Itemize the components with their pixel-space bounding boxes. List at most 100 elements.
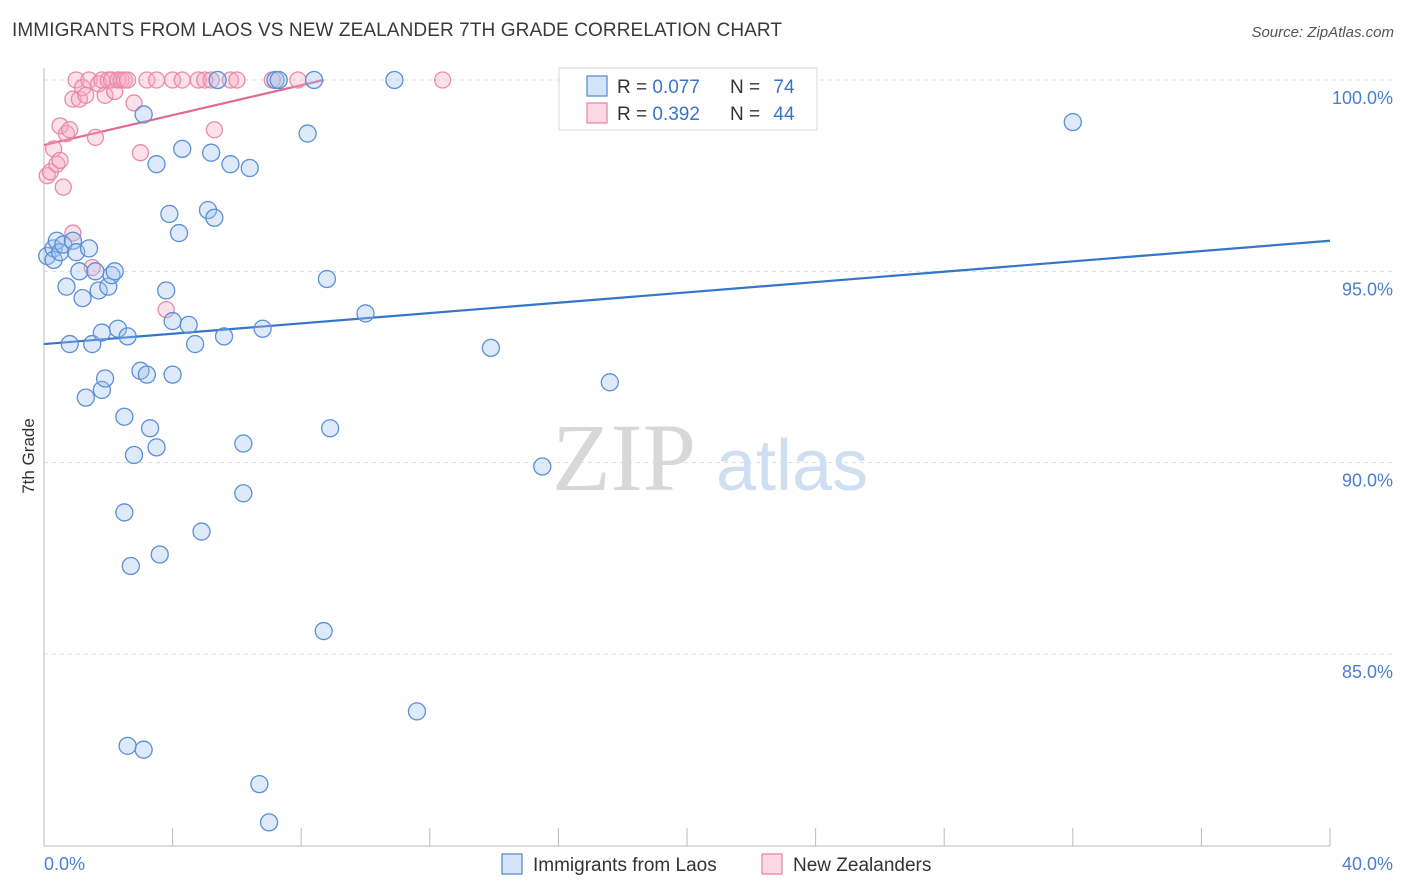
point-immigrants-from-laos xyxy=(234,434,253,453)
point-new-zealanders xyxy=(157,300,175,319)
x-tick-label: 40.0% xyxy=(1342,854,1393,874)
stats-legend: R = 0.077 N = 74 R = 0.392 N = 44 xyxy=(558,67,818,131)
watermark: ZIP atlas xyxy=(552,404,868,511)
point-immigrants-from-laos xyxy=(202,143,221,162)
point-immigrants-from-laos xyxy=(118,736,137,755)
point-immigrants-from-laos xyxy=(169,223,189,243)
point-immigrants-from-laos xyxy=(160,204,179,224)
legend-r-label-blue: R = xyxy=(617,77,652,98)
point-immigrants-from-laos xyxy=(115,503,134,522)
point-immigrants-from-laos xyxy=(173,139,192,159)
series-legend-label-blue: Immigrants from Laos xyxy=(533,855,717,876)
point-immigrants-from-laos xyxy=(95,369,115,388)
point-immigrants-from-laos xyxy=(234,484,253,503)
point-new-zealanders xyxy=(289,71,307,89)
y-tick-labels: 100.0% 95.0% 90.0% 85.0% xyxy=(1332,88,1393,682)
point-immigrants-from-laos xyxy=(70,262,89,281)
point-immigrants-from-laos xyxy=(92,380,112,400)
point-immigrants-from-laos xyxy=(86,262,105,281)
point-immigrants-from-laos xyxy=(73,288,92,308)
point-immigrants-from-laos xyxy=(269,70,288,90)
point-immigrants-from-laos xyxy=(121,556,140,576)
point-immigrants-from-laos xyxy=(89,281,108,300)
legend-swatch-blue xyxy=(586,75,608,97)
point-immigrants-from-laos xyxy=(134,740,153,759)
legend-n-row-blue: N = 74 xyxy=(730,77,795,98)
point-new-zealanders xyxy=(80,71,98,89)
point-immigrants-from-laos xyxy=(185,334,205,354)
legend-r-label-pink: R = xyxy=(617,104,652,125)
axes xyxy=(43,68,1331,847)
point-new-zealanders xyxy=(61,121,79,139)
legend-row-pink: R = 0.392 xyxy=(617,104,700,125)
point-new-zealanders xyxy=(221,71,240,89)
point-immigrants-from-laos xyxy=(385,70,404,90)
series-new-zealanders xyxy=(38,71,452,319)
point-immigrants-from-laos xyxy=(99,277,118,296)
series-legend-swatch-blue xyxy=(501,853,523,875)
legend-n-row-pink: N = 44 xyxy=(730,104,795,125)
legend-r-value-blue: 0.077 xyxy=(652,77,700,98)
source-label: Source: ZipAtlas.com xyxy=(1251,24,1394,41)
legend-swatch-pink xyxy=(586,102,608,124)
legend-row-blue: R = 0.077 xyxy=(617,77,700,98)
point-new-zealanders xyxy=(196,71,214,89)
point-new-zealanders xyxy=(434,71,452,89)
point-immigrants-from-laos xyxy=(57,277,76,296)
point-new-zealanders xyxy=(125,94,143,112)
watermark-zip: ZIP xyxy=(552,404,696,511)
point-new-zealanders xyxy=(51,151,69,170)
chart-title: IMMIGRANTS FROM LAOS VS NEW ZEALANDER 7T… xyxy=(12,20,783,41)
legend-n-value-pink: 44 xyxy=(773,104,795,125)
point-immigrants-from-laos xyxy=(137,365,157,384)
legend-n-label-blue: N = xyxy=(730,77,765,98)
point-new-zealanders xyxy=(205,121,224,139)
point-immigrants-from-laos xyxy=(298,124,317,143)
point-immigrants-from-laos xyxy=(533,457,552,476)
point-new-zealanders xyxy=(138,71,156,89)
point-immigrants-from-laos xyxy=(163,311,182,331)
y-tick-label: 90.0% xyxy=(1342,471,1393,491)
point-new-zealanders xyxy=(228,71,246,89)
x-tick-labels: 0.0% 40.0% xyxy=(44,854,1393,874)
watermark-atlas: atlas xyxy=(716,426,868,506)
point-immigrants-from-laos xyxy=(250,774,269,794)
point-immigrants-from-laos xyxy=(118,327,137,346)
point-immigrants-from-laos xyxy=(356,304,375,323)
point-new-zealanders xyxy=(189,71,207,89)
y-axis-label: 7th Grade xyxy=(19,418,38,494)
point-new-zealanders xyxy=(118,71,137,89)
point-immigrants-from-laos xyxy=(208,70,227,90)
point-new-zealanders xyxy=(202,71,220,89)
point-immigrants-from-laos xyxy=(600,373,619,392)
point-immigrants-from-laos xyxy=(63,231,83,250)
point-new-zealanders xyxy=(86,128,105,147)
point-immigrants-from-laos xyxy=(1063,112,1082,132)
point-immigrants-from-laos xyxy=(253,319,272,338)
point-immigrants-from-laos xyxy=(317,269,337,289)
point-immigrants-from-laos xyxy=(304,70,324,90)
point-immigrants-from-laos xyxy=(140,419,160,438)
point-immigrants-from-laos xyxy=(108,319,128,338)
point-immigrants-from-laos xyxy=(320,419,340,438)
trend-line-laos xyxy=(43,239,1331,346)
y-tick-label: 95.0% xyxy=(1342,279,1393,299)
point-immigrants-from-laos xyxy=(115,407,134,426)
point-immigrants-from-laos xyxy=(314,621,333,641)
point-immigrants-from-laos xyxy=(481,338,501,358)
point-new-zealanders xyxy=(131,144,150,162)
point-immigrants-from-laos xyxy=(76,388,95,407)
series-immigrants-from-laos xyxy=(38,70,1082,832)
point-new-zealanders xyxy=(147,71,166,89)
point-immigrants-from-laos xyxy=(214,327,234,346)
point-immigrants-from-laos xyxy=(147,155,166,174)
point-new-zealanders xyxy=(64,90,82,108)
point-immigrants-from-laos xyxy=(105,262,124,281)
point-immigrants-from-laos xyxy=(240,158,259,178)
point-immigrants-from-laos xyxy=(179,315,198,335)
point-new-zealanders xyxy=(54,178,72,196)
legend-n-value-blue: 74 xyxy=(773,77,795,98)
point-immigrants-from-laos xyxy=(259,813,279,832)
point-new-zealanders xyxy=(163,71,182,89)
